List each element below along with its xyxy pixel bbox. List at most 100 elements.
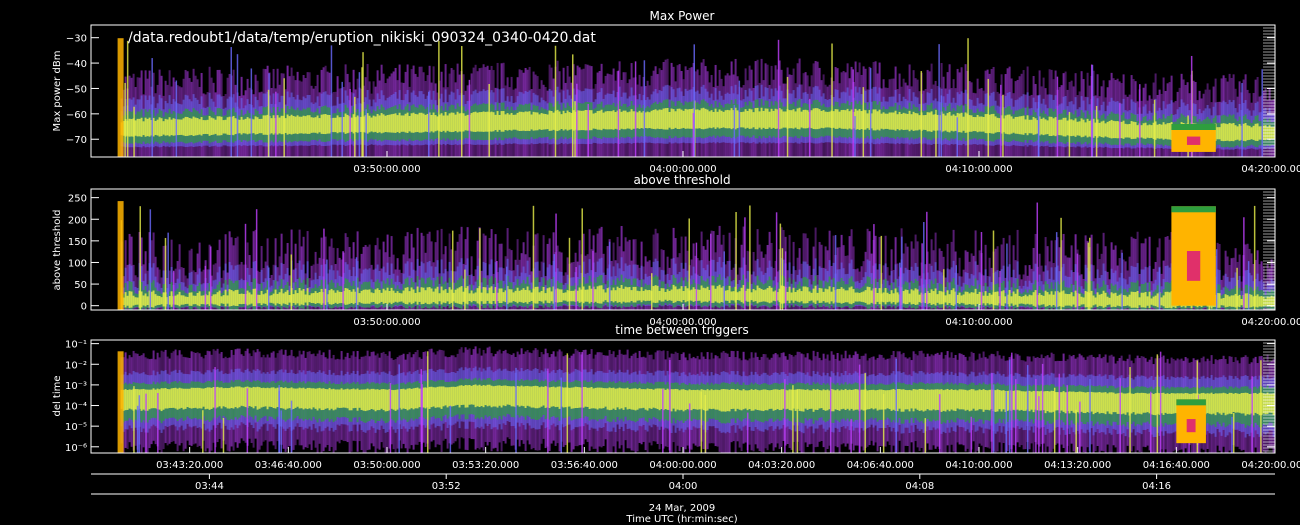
density-column-high [980,116,983,132]
density-column-high [396,291,399,303]
density-column-high [490,286,493,305]
density-column-high [478,112,481,132]
density-column-high [642,290,645,301]
density-column-high [1152,122,1155,140]
density-column-high [666,289,669,301]
density-column-high [796,108,799,130]
density-column-high [368,115,371,133]
spike [1087,242,1090,310]
density-column-high [286,114,289,135]
density-column-high [470,113,473,132]
density-column-high [218,116,221,136]
density-column-high [260,118,263,134]
x-tick-label: 04:20:00.000 [1241,164,1300,175]
density-column-high [948,111,951,133]
density-column-high [644,289,647,302]
spike [438,40,440,157]
density-column-high [1126,296,1129,306]
density-column-high [146,118,149,137]
density-column-high [472,293,475,301]
density-column-high [736,292,739,301]
density-column-high [136,389,139,411]
density-column-high [1234,125,1237,141]
density-column-high [560,289,563,303]
density-column-high [1082,119,1085,137]
density-column-high [350,291,353,304]
density-column-high [1102,290,1105,308]
density-column-high [518,111,521,132]
density-column-high [250,294,253,304]
density-column-high [1252,296,1255,307]
spike [133,106,135,157]
density-column-high [426,287,429,305]
density-column-high [134,120,137,136]
density-column-high [1230,123,1233,141]
x-tick-label: 04:10:00.000 [945,164,1012,175]
density-column-high [686,288,689,302]
density-column-high [1136,125,1139,138]
density-column-high [600,285,603,304]
spike [451,230,454,310]
density-column-high [766,108,769,129]
density-column-high [888,112,891,130]
density-column-high [640,112,643,129]
density-column-high [1056,290,1059,307]
density-column-high [914,113,917,131]
density-column-high [604,111,607,130]
density-column-high [628,111,631,129]
density-column-high [236,289,239,306]
density-column-high [262,294,265,304]
density-column-high [1224,123,1227,141]
density-column-high [544,293,547,301]
density-column-high [1130,121,1133,140]
density-column-high [228,289,231,307]
density-column-high [792,109,795,129]
density-column-high [1130,291,1133,308]
density-column-high [926,291,929,304]
density-column-high [158,296,161,305]
density-column-high [994,116,997,133]
density-column-high [492,112,495,132]
density-column-high [394,113,397,133]
density-column-high [818,109,821,129]
density-column-high [974,288,977,307]
density-column-high [642,111,645,129]
density-column-high [956,294,959,303]
burst-peak [1186,136,1201,145]
density-column-high [518,290,521,302]
density-column-high [894,110,897,131]
density-column-high [600,109,603,131]
density-column-high [622,110,625,130]
density-column-high [806,287,809,304]
density-column-high [456,111,459,133]
density-column-high [380,292,383,302]
density-column-high [618,109,621,131]
density-column-high [1030,295,1033,305]
density-column-high [1046,292,1049,307]
density-column-high [1052,118,1055,136]
density-column-high [432,112,435,133]
spike [532,205,535,310]
density-column-high [210,117,213,136]
density-column-high [496,111,499,132]
density-column-high [882,292,885,303]
density-column-high [636,112,639,129]
density-column-high [256,294,259,304]
density-column-high [790,110,793,129]
density-column-high [430,288,433,304]
density-column-high [618,288,621,303]
density-column-high [1216,293,1219,308]
spike [349,88,351,157]
density-column-high [268,295,271,303]
density-column-high [264,293,267,304]
density-column-high [542,113,545,130]
density-column-high [1032,292,1035,306]
density-column-high [486,293,489,301]
density-column-high [1044,119,1047,135]
density-column-high [1160,297,1163,306]
density-column-high [420,112,423,133]
density-column-high [260,290,263,306]
density-column-high [302,115,305,134]
spike [956,117,959,157]
density-column-high [434,288,437,304]
